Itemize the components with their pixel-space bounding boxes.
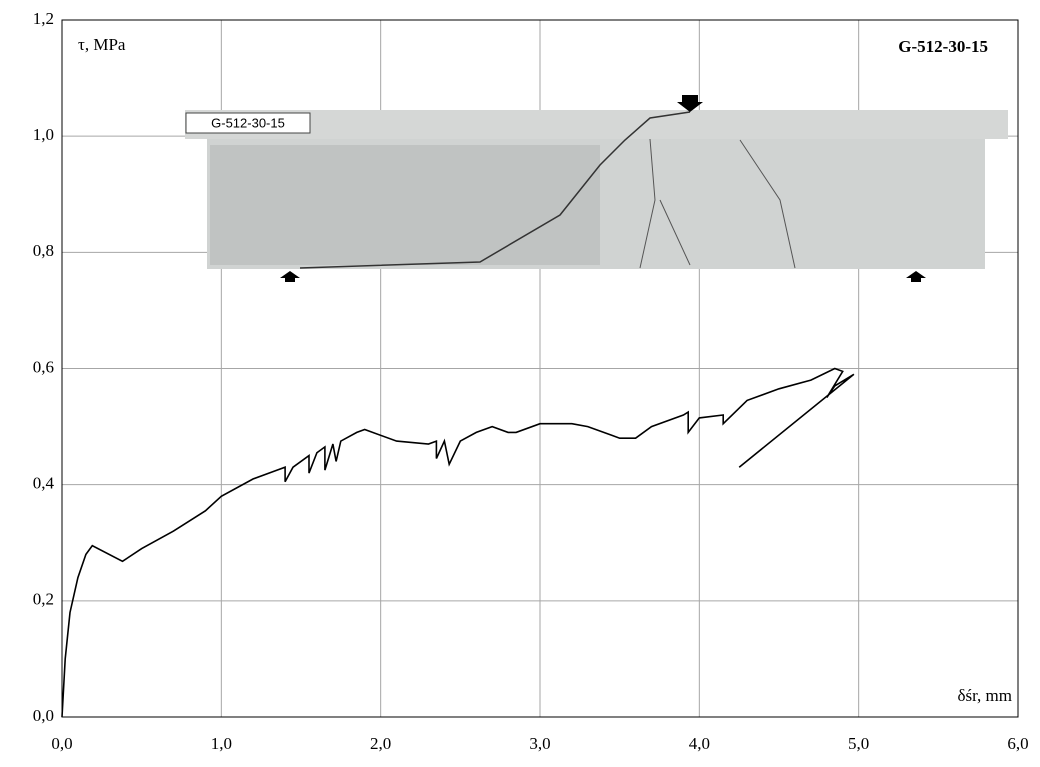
y-tick-label: 0,2 <box>33 590 54 609</box>
y-tick-label: 0,6 <box>33 357 54 376</box>
x-tick-label: 5,0 <box>848 734 869 753</box>
plot-frame <box>61 19 1019 718</box>
x-tick-label: 3,0 <box>529 734 550 753</box>
x-tick-label: 6,0 <box>1007 734 1028 753</box>
y-tick-label: 0,8 <box>33 241 54 260</box>
crack <box>639 138 796 269</box>
x-tick-label: 0,0 <box>51 734 72 753</box>
y-axis-label: τ, MPa <box>78 35 126 54</box>
data-line <box>61 367 855 718</box>
photo-label: G-512-30-15 <box>211 115 285 130</box>
y-tick-label: 0,0 <box>33 706 54 725</box>
x-tick-label: 2,0 <box>370 734 391 753</box>
support-arrow <box>906 271 926 282</box>
photo-label-box <box>185 112 311 134</box>
x-tick-label: 1,0 <box>211 734 232 753</box>
crack <box>299 111 691 269</box>
x-axis-label: δśr, mm <box>957 686 1012 705</box>
y-tick-label: 1,0 <box>33 125 54 144</box>
support-arrow <box>280 271 300 282</box>
y-tick-label: 1,2 <box>33 9 54 28</box>
beam-flange <box>185 110 1008 139</box>
x-tick-label: 4,0 <box>689 734 710 753</box>
load-arrow <box>677 95 703 112</box>
beam-photo: G-512-30-15 <box>185 95 1008 282</box>
beam-stain <box>210 145 600 265</box>
chart-title: G-512-30-15 <box>898 37 988 56</box>
y-tick-label: 0,4 <box>33 474 55 493</box>
